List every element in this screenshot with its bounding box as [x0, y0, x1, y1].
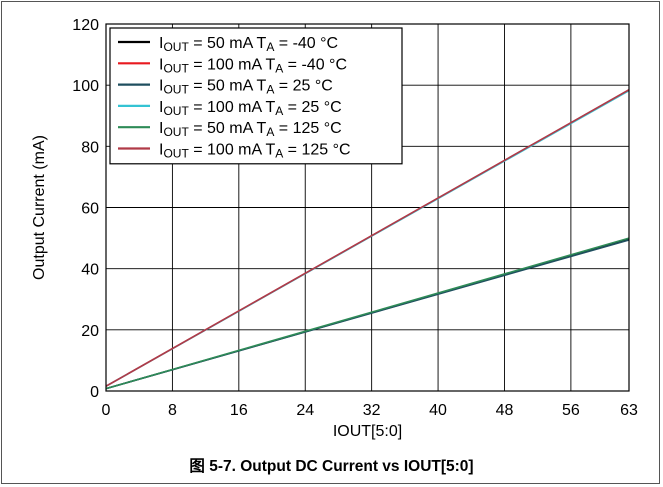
y-axis-label: Output Current (mA) [31, 135, 48, 280]
x-tick-label: 8 [168, 402, 177, 419]
y-tick-label: 100 [72, 78, 99, 95]
legend-label: IOUT = 50 mA TA = 125 °C [159, 120, 342, 139]
legend-label: IOUT = 50 mA TA = 25 °C [159, 78, 333, 97]
legend-box [109, 27, 403, 165]
series-line-6 [105, 89, 630, 387]
figure-caption: 图 5-7. Output DC Current vs IOUT[5:0] [189, 458, 474, 475]
x-tick-label: 48 [496, 402, 514, 419]
series-line-5 [105, 237, 630, 390]
series-lines [105, 89, 630, 390]
x-tick-label: 32 [363, 402, 381, 419]
legend-label: IOUT = 100 mA TA = 125 °C [159, 142, 351, 161]
x-axis-label: IOUT[5:0] [333, 423, 402, 440]
plot-border [105, 23, 630, 392]
legend-label: IOUT = 50 mA TA = -40 °C [159, 35, 338, 54]
x-tick-label: 56 [562, 402, 580, 419]
x-tick-label: 16 [230, 402, 248, 419]
tick-labels: 0 8 16 24 32 40 48 56 63 0 20 40 60 80 100 120 [72, 17, 638, 419]
legend-label: IOUT = 100 mA TA = -40 °C [159, 56, 347, 75]
y-tick-label: 0 [90, 384, 99, 401]
x-tick-label: 63 [620, 402, 638, 419]
legend-label: IOUT = 100 mA TA = 25 °C [159, 99, 342, 118]
y-tick-label: 80 [81, 139, 99, 156]
x-tick-label: 40 [429, 402, 447, 419]
y-tick-label: 120 [72, 17, 99, 34]
x-tick-label: 0 [102, 402, 111, 419]
y-tick-label: 20 [81, 323, 99, 340]
legend: IOUT = 50 mA TA = -40 °C IOUT = 100 mA TA… [109, 27, 403, 165]
x-tick-label: 24 [296, 402, 314, 419]
y-tick-label: 60 [81, 201, 99, 218]
y-tick-label: 40 [81, 262, 99, 279]
